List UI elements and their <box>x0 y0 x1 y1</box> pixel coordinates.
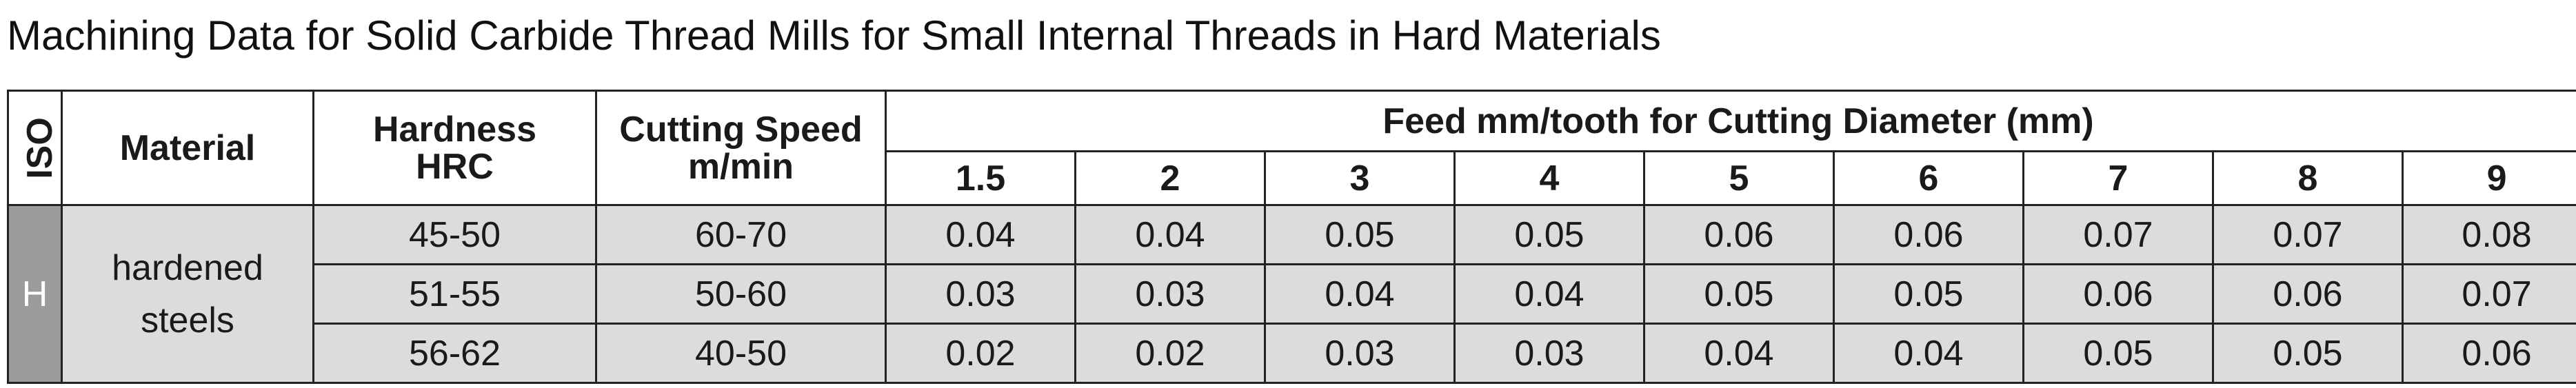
material-line2: steels <box>141 300 234 340</box>
table-row: 56-62 40-50 0.02 0.02 0.03 0.03 0.04 0.0… <box>8 323 2576 384</box>
feed-cell: 0.08 <box>2401 204 2576 265</box>
feed-cell: 0.06 <box>1833 204 2024 265</box>
material-header: Material <box>61 90 314 206</box>
feed-cell: 0.04 <box>1453 263 1645 325</box>
feed-cell: 0.07 <box>2212 204 2404 265</box>
feed-cell: 0.07 <box>2022 204 2214 265</box>
machining-data-table: ISO Material Hardness HRC Cutting Speed … <box>7 90 2576 384</box>
iso-header-label: ISO <box>19 116 60 179</box>
header-row-primary: ISO Material Hardness HRC Cutting Speed … <box>7 90 2576 206</box>
feed-cell: 0.06 <box>2022 263 2214 325</box>
feed-cell: 0.03 <box>1453 323 1645 384</box>
feed-cell: 0.03 <box>1074 263 1266 325</box>
speed-cell: 50-60 <box>595 263 887 325</box>
feed-cell: 0.06 <box>1643 204 1835 265</box>
feed-cell: 0.05 <box>1453 204 1645 265</box>
hardness-cell: 51-55 <box>312 263 597 325</box>
feed-cell: 0.04 <box>885 204 1076 265</box>
diameter-header: 7 <box>2022 150 2214 206</box>
diameter-header: 2 <box>1074 150 1266 206</box>
diameter-header: 5 <box>1643 150 1835 206</box>
feed-cell: 0.02 <box>1074 323 1266 384</box>
hardness-header: Hardness HRC <box>312 90 597 206</box>
page-title: Machining Data for Solid Carbide Thread … <box>7 12 1661 59</box>
material-line1: hardened <box>112 247 263 288</box>
feed-cell: 0.04 <box>1833 323 2024 384</box>
feed-cell: 0.03 <box>1264 323 1456 384</box>
feed-group-header: Feed mm/tooth for Cutting Diameter (mm) <box>884 90 2576 152</box>
feed-cell: 0.05 <box>1264 204 1456 265</box>
feed-cell: 0.05 <box>2212 323 2404 384</box>
feed-cell: 0.06 <box>2401 323 2576 384</box>
feed-cell: 0.07 <box>2401 263 2576 325</box>
feed-cell: 0.04 <box>1074 204 1266 265</box>
feed-cell: 0.06 <box>2212 263 2404 325</box>
header-row-diameters: 1.5 2 3 4 5 6 7 8 9 <box>8 150 2576 206</box>
cutting-speed-header: Cutting Speed m/min <box>595 90 887 206</box>
table-row: H hardened steels 45-50 60-70 0.04 0.04 … <box>7 204 2576 384</box>
speed-cell: 60-70 <box>595 204 887 265</box>
diameter-header: 4 <box>1453 150 1645 206</box>
hardness-cell: 45-50 <box>312 204 597 265</box>
diameter-header: 3 <box>1264 150 1456 206</box>
diameter-header: 8 <box>2212 150 2404 206</box>
feed-cell: 0.04 <box>1643 323 1835 384</box>
hardness-header-line1: Hardness <box>373 109 536 150</box>
cutting-speed-header-line1: Cutting Speed <box>619 109 863 150</box>
feed-cell: 0.03 <box>885 263 1076 325</box>
iso-group-cell: H <box>7 204 63 384</box>
iso-header: ISO <box>7 90 63 206</box>
speed-cell: 40-50 <box>595 323 887 384</box>
hardness-cell: 56-62 <box>312 323 597 384</box>
feed-cell: 0.05 <box>2022 323 2214 384</box>
diameter-header: 9 <box>2401 150 2576 206</box>
hardness-header-line2: HRC <box>416 146 494 187</box>
table-row: 51-55 50-60 0.03 0.03 0.04 0.04 0.05 0.0… <box>8 263 2576 325</box>
diameter-header: 1.5 <box>885 150 1076 206</box>
cutting-speed-header-line2: m/min <box>687 146 794 187</box>
feed-cell: 0.05 <box>1643 263 1835 325</box>
material-cell: hardened steels <box>61 204 314 384</box>
diameter-header: 6 <box>1833 150 2024 206</box>
feed-cell: 0.02 <box>885 323 1076 384</box>
feed-cell: 0.05 <box>1833 263 2024 325</box>
feed-cell: 0.04 <box>1264 263 1456 325</box>
